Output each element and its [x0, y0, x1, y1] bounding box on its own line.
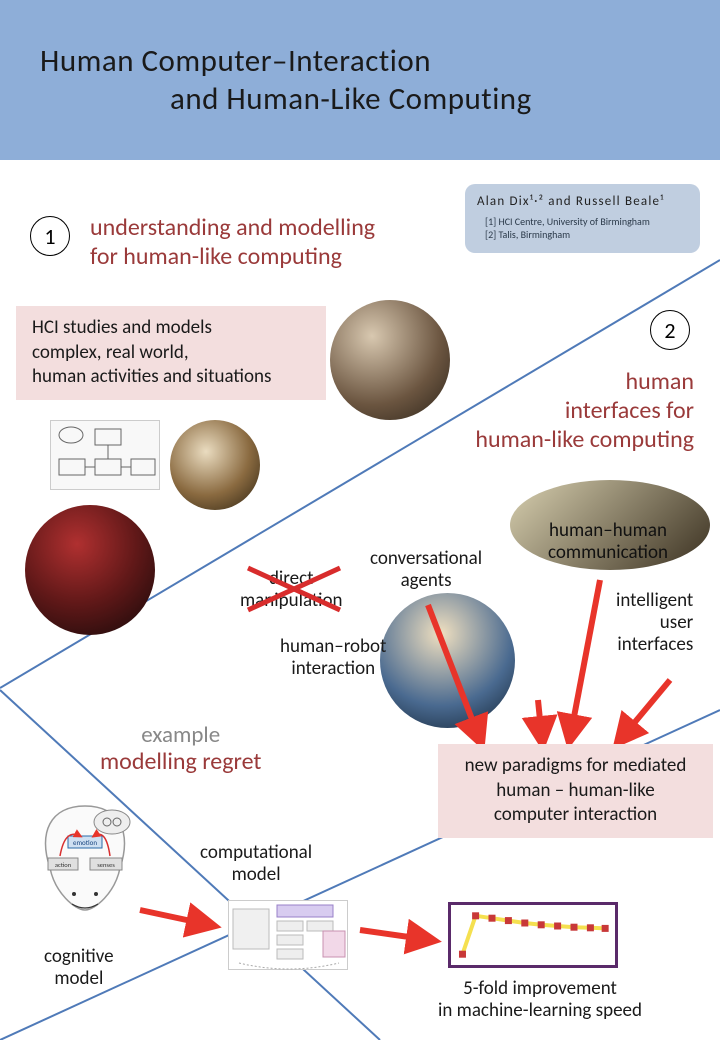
cognitive-model-sketch: emotion action senses — [30, 798, 140, 918]
photo-tabletop — [170, 420, 260, 510]
photo-touchscreen — [330, 300, 450, 420]
title-line1: Human Computer–Interaction — [40, 42, 680, 80]
section-1-title: understanding and modelling for human-li… — [90, 214, 375, 272]
section-1-num-text: 1 — [44, 223, 55, 250]
authors-box: Alan Dix¹·² and Russell Beale¹ [1] HCI C… — [465, 184, 700, 253]
learning-chart — [448, 902, 618, 968]
computational-model-sketch — [228, 900, 348, 970]
label-hri: human–robot interaction — [280, 636, 386, 680]
section-2-number: 2 — [650, 310, 690, 350]
photo-robot — [380, 593, 515, 728]
section-2-title: human interfaces for human-like computin… — [475, 368, 694, 454]
example-title: example modelling regret — [100, 722, 261, 776]
affiliation-1: [1] HCI Centre, University of Birmingham — [485, 215, 688, 228]
section-2-pinkbox: new paradigms for mediated human – human… — [438, 744, 713, 838]
flowchart-sketch — [50, 420, 160, 490]
section-1-pinkbox: HCI studies and models complex, real wor… — [16, 306, 326, 400]
title-line2: and Human-Like Computing — [170, 80, 680, 118]
svg-text:action: action — [55, 861, 72, 869]
label-cognitive-model: cognitive model — [44, 946, 114, 990]
label-result: 5-fold improvement in machine-learning s… — [400, 978, 680, 1022]
photo-user-red — [25, 505, 155, 635]
label-direct-manipulation: direct manipulation — [240, 568, 342, 612]
affiliation-2: [2] Talis, Birmingham — [485, 228, 688, 241]
header-banner: Human Computer–Interaction and Human-Lik… — [0, 0, 720, 160]
author-names: Alan Dix¹·² and Russell Beale¹ — [477, 194, 688, 209]
label-computational-model: computational model — [200, 842, 312, 886]
svg-text:senses: senses — [97, 861, 115, 869]
label-human-human-comm: human–human communication — [548, 520, 668, 564]
label-conversational-agents: conversational agents — [370, 548, 482, 592]
svg-text:emotion: emotion — [73, 838, 97, 847]
section-1-number: 1 — [30, 216, 70, 256]
label-iui: intelligent user interfaces — [616, 590, 693, 656]
section-2-num-text: 2 — [664, 317, 675, 344]
